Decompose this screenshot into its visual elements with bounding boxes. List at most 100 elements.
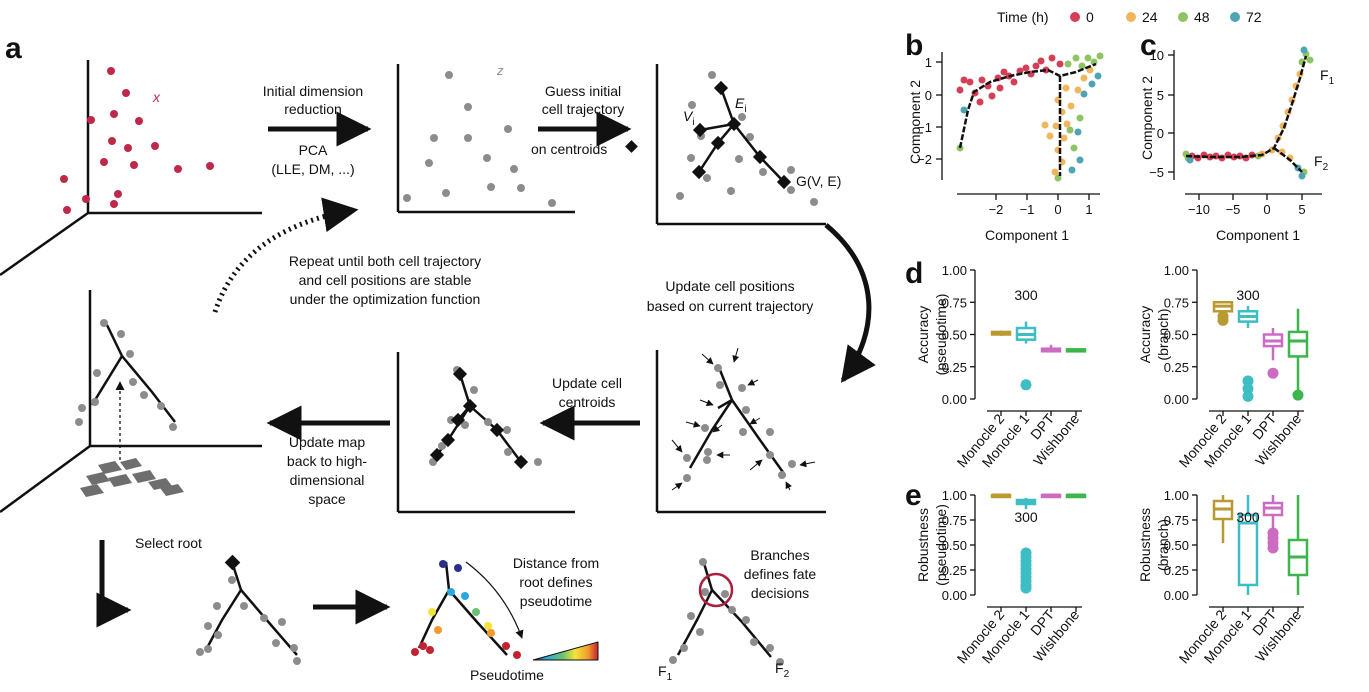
z-label: z <box>496 63 504 78</box>
corner-arrow-icon <box>96 540 132 628</box>
initial-graph-plot: Vi Ei G(V, E) <box>655 64 841 226</box>
y-tick-label: 0.75 <box>942 513 967 528</box>
y-tick-label: 0.00 <box>942 588 967 603</box>
update-centroids-plot <box>396 352 575 514</box>
legend-swatch <box>1126 12 1136 22</box>
y-tick-label: 1.00 <box>942 263 967 278</box>
high-dim-axes <box>0 60 262 277</box>
svg-text:Repeat until both cell traject: Repeat until both cell trajectory <box>289 253 481 269</box>
box-wishbone: Wishbone <box>1252 308 1309 469</box>
y-axis-label: Accuracy <box>915 306 931 364</box>
svg-text:Update map: Update map <box>289 434 365 450</box>
outlier-point <box>1292 389 1304 401</box>
y-tick-label: 0.25 <box>942 563 967 578</box>
svg-text:defines fate: defines fate <box>744 566 817 582</box>
y-axis-label: (branch) <box>1155 519 1171 571</box>
boxplot-d-right: 1.00 0.75 0.50 0.25 0.00 Accuracy (branch) Mono… <box>1137 263 1309 470</box>
y-tick-label: 0.75 <box>942 295 967 310</box>
y-axis-label: (branch) <box>1155 308 1171 360</box>
step2-line2: cell trajectory <box>542 101 624 117</box>
y-tick-label: 0.50 <box>1164 538 1189 553</box>
svg-text:−1: −1 <box>917 120 932 135</box>
box-wishbone: Wishbone <box>1030 493 1087 665</box>
legend-swatch <box>1070 12 1080 22</box>
f1-label: F1 <box>658 663 673 683</box>
update-positions-text: Update cell positions based on current t… <box>647 278 814 314</box>
y-tick-label: 0.25 <box>942 360 967 375</box>
b-xlabel: Component 1 <box>985 227 1069 243</box>
ei-label: Ei <box>735 95 747 115</box>
svg-text:root defines: root defines <box>519 574 592 590</box>
y-tick-label: 0.75 <box>1164 295 1189 310</box>
panel-label-b: b <box>905 29 923 62</box>
y-tick-label: 1.00 <box>1164 488 1189 503</box>
gve-label: G(V, E) <box>796 173 841 189</box>
branches-step: Branches defines fate decisions F1 F2 <box>658 547 816 683</box>
svg-text:5: 5 <box>1298 202 1305 217</box>
panel-a: a x Initial dimension reduction PCA (LLE… <box>0 32 876 683</box>
y-axis-label: (pseudotime) <box>933 504 949 586</box>
centroid-icon <box>625 140 638 153</box>
pseudotime-label: Pseudotime <box>470 667 544 683</box>
svg-text:−1: −1 <box>1020 202 1035 217</box>
legend-label: 24 <box>1142 9 1158 25</box>
svg-text:Distance from: Distance from <box>513 555 599 571</box>
outlier-point <box>1267 367 1279 379</box>
y-axis-label: Accuracy <box>1137 306 1153 364</box>
panel-label-e: e <box>905 479 922 512</box>
b-ylabel: Component 2 <box>907 80 923 164</box>
c-f2-label: F2 <box>1314 153 1329 173</box>
outlier-point <box>1020 582 1032 594</box>
y-tick-label: 0.00 <box>1164 588 1189 603</box>
y-tick-label: 0.50 <box>942 538 967 553</box>
select-root-label: Select root <box>135 535 202 551</box>
count-annotation: 300 <box>1236 509 1260 525</box>
svg-text:dimensional: dimensional <box>290 472 365 488</box>
y-axis-label: Robustness <box>1137 508 1153 582</box>
svg-text:1: 1 <box>1085 202 1092 217</box>
y-axis-label: Robustness <box>915 508 931 582</box>
panel-label-a: a <box>5 32 22 65</box>
y-tick-label: 1.00 <box>942 488 967 503</box>
c-f1-label: F1 <box>1320 67 1335 87</box>
c-xlabel: Component 1 <box>1216 227 1300 243</box>
y-tick-label: 0.50 <box>1164 328 1189 343</box>
update-map-step: Update map back to high- dimensional spa… <box>266 405 390 507</box>
legend-title: Time (h) <box>997 9 1049 25</box>
svg-text:0: 0 <box>925 88 932 103</box>
outlier-point <box>1242 383 1254 395</box>
curved-arrow-icon <box>824 223 876 383</box>
svg-text:pseudotime: pseudotime <box>520 593 593 609</box>
outlier-point <box>1020 379 1032 391</box>
svg-text:5: 5 <box>1157 88 1164 103</box>
f2-label: F2 <box>775 660 790 680</box>
step-initial-reduction: Initial dimension reduction PCA (LLE, DM… <box>263 83 372 177</box>
high-dim-mapped <box>0 290 262 514</box>
y-tick-label: 0.00 <box>1164 392 1189 407</box>
svg-text:0: 0 <box>1263 202 1270 217</box>
reduced-plot: z <box>396 63 575 214</box>
branch-circle-icon <box>698 572 734 608</box>
svg-text:10: 10 <box>1150 48 1164 63</box>
y-tick-label: 0.25 <box>1164 563 1189 578</box>
svg-text:Update cell: Update cell <box>552 375 622 391</box>
pseudotime-colorbar <box>532 641 599 661</box>
step1-line2: reduction <box>284 101 342 117</box>
outlier-point <box>1217 314 1229 326</box>
root-marker-icon <box>224 554 241 571</box>
svg-text:Branches: Branches <box>750 547 809 563</box>
update-positions-plot <box>655 347 826 514</box>
step-guess-trajectory: Guess initial cell trajectory on centroi… <box>531 83 638 157</box>
svg-text:−10: −10 <box>1188 202 1210 217</box>
step1-line1: Initial dimension <box>263 83 363 99</box>
c-ylabel: Component 2 <box>1139 76 1155 160</box>
panel-label-d: d <box>905 257 923 290</box>
boxplot-d-left: 1.00 0.75 0.50 0.25 0.00 Accuracy (pseudotime)… <box>915 263 1087 470</box>
svg-text:space: space <box>308 491 346 507</box>
step1-method2: (LLE, DM, ...) <box>271 161 354 177</box>
y-tick-label: 0.25 <box>1164 360 1189 375</box>
y-axis-label: (pseudotime) <box>933 294 949 376</box>
y-tick-label: 0.50 <box>942 328 967 343</box>
